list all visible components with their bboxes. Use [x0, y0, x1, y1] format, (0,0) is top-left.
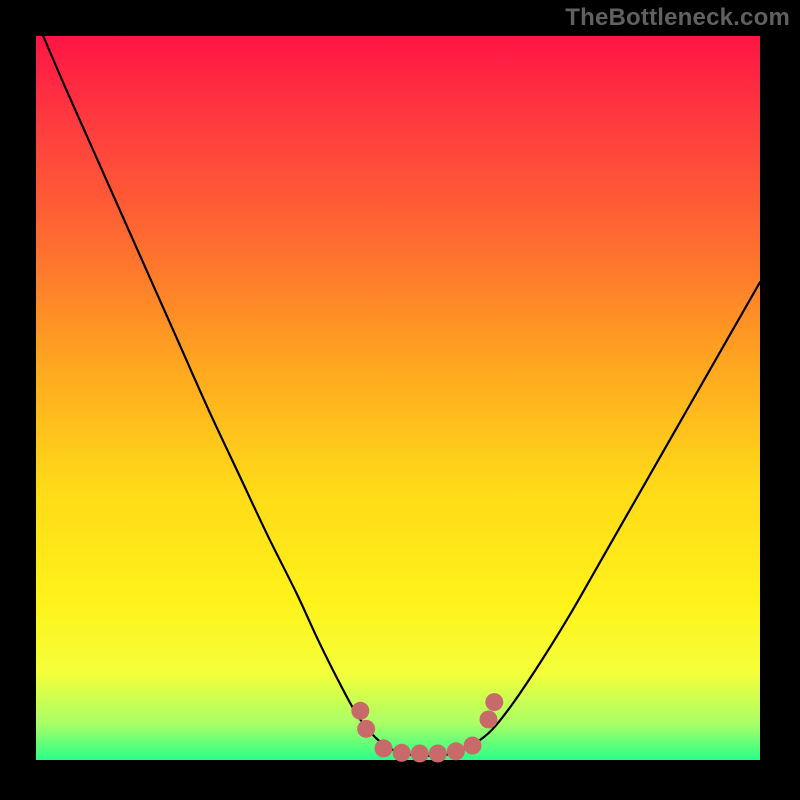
curve-marker [351, 702, 369, 720]
bottleneck-curve-plot [0, 0, 800, 800]
curve-marker [411, 744, 429, 762]
chart-stage: TheBottleneck.com [0, 0, 800, 800]
curve-marker [429, 744, 447, 762]
curve-marker [375, 739, 393, 757]
gradient-plot-area [36, 36, 760, 760]
curve-marker [447, 742, 465, 760]
curve-marker [464, 737, 482, 755]
curve-marker [357, 720, 375, 738]
curve-marker [480, 710, 498, 728]
curve-marker [485, 693, 503, 711]
curve-marker [393, 744, 411, 762]
